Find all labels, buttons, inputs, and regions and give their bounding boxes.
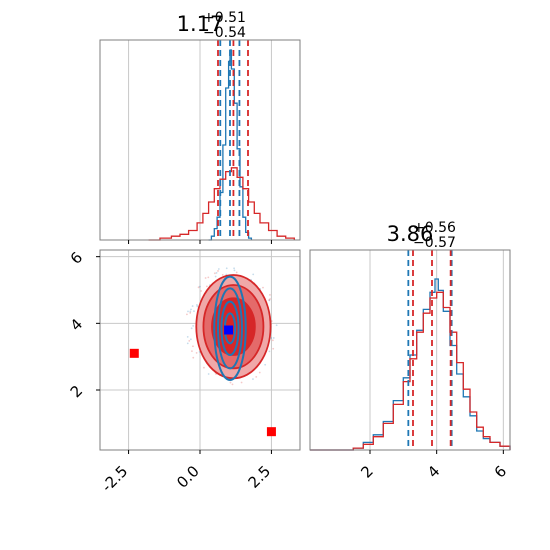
- histogram-series: [310, 278, 511, 451]
- sample-point: [186, 342, 189, 345]
- x-ticks: [128, 240, 272, 244]
- axes-frame: [309, 249, 511, 451]
- x-tick-label-2: 6: [491, 462, 510, 481]
- sample-point: [221, 273, 224, 276]
- sample-point: [272, 337, 275, 339]
- sample-point: [270, 337, 273, 339]
- sample-point: [215, 272, 218, 274]
- sample-point: [269, 298, 271, 300]
- sample-point: [192, 325, 195, 327]
- point-markers: [129, 325, 276, 437]
- sample-point: [264, 363, 267, 366]
- sample-point: [186, 335, 189, 338]
- y-tick-label-2: 6: [67, 248, 86, 267]
- sample-point: [255, 375, 258, 378]
- title-value: 1.17: [177, 12, 224, 36]
- x-tick-label-2: 2.5: [245, 462, 275, 492]
- sample-point: [269, 293, 271, 296]
- sample-point: [252, 378, 254, 380]
- contour-levels: [195, 274, 272, 382]
- contour-blue-level-0: [213, 275, 247, 382]
- sample-point: [233, 269, 236, 272]
- sample-point: [233, 267, 235, 270]
- y-tick-label-0: 2: [67, 382, 86, 401]
- y-ticks: 2 4 6: [67, 248, 100, 401]
- sample-point: [186, 313, 188, 316]
- sample-point: [196, 305, 199, 308]
- quantile-lines: [217, 40, 249, 240]
- x-tick-label-0: 2: [357, 462, 376, 481]
- sample-point: [272, 347, 275, 350]
- x-tick-label-1: 4: [424, 462, 443, 481]
- grid-lines: [369, 250, 504, 450]
- sample-point: [195, 351, 198, 354]
- quantile-lines: [407, 250, 453, 450]
- sample-point: [189, 312, 192, 314]
- title-upper-error: +0.51: [203, 10, 246, 26]
- sample-point: [187, 310, 189, 313]
- sample-point: [191, 350, 193, 353]
- sample-point: [198, 285, 201, 288]
- sample-point: [214, 275, 217, 278]
- sample-point: [231, 383, 234, 386]
- sample-point: [192, 345, 194, 348]
- sample-point: [207, 373, 210, 375]
- sample-point: [190, 327, 193, 330]
- sample-point: [252, 273, 255, 276]
- marker-square-1: [266, 427, 276, 437]
- y-tick-label-1: 4: [67, 315, 86, 334]
- sample-point: [203, 366, 205, 369]
- sample-point: [207, 276, 210, 279]
- contour-panel: -2.5 0.0 2.5 2 4 6: [67, 248, 301, 496]
- sample-point: [268, 299, 271, 301]
- histogram-step-series-1: [310, 291, 511, 451]
- sample-point: [258, 371, 261, 374]
- sample-point: [200, 290, 203, 292]
- sample-point: [213, 272, 216, 275]
- sample-point: [205, 285, 208, 288]
- sample-point: [189, 310, 192, 313]
- x-tick-label-0: -2.5: [98, 462, 131, 495]
- sample-point: [189, 338, 192, 341]
- sample-point: [235, 271, 238, 274]
- sample-point: [275, 324, 278, 327]
- sample-point: [262, 286, 264, 289]
- title-upper-error: +0.56: [413, 220, 456, 236]
- sample-point: [271, 339, 274, 342]
- sample-point: [196, 304, 198, 306]
- histogram-panel-param-2: 3.86 +0.56 −0.57 2 4 6: [309, 220, 511, 482]
- histogram-panel-param-1: 1.17 +0.51 −0.54: [99, 10, 301, 244]
- sample-point: [197, 286, 200, 289]
- marker-square-0: [129, 348, 139, 358]
- grid-lines: [128, 40, 272, 240]
- sample-point: [204, 277, 207, 279]
- sample-point: [268, 299, 271, 302]
- title-value: 3.86: [387, 222, 434, 246]
- sample-point: [190, 308, 192, 311]
- title-lower-error: −0.54: [203, 25, 246, 41]
- sample-point: [188, 339, 191, 342]
- sample-point: [217, 268, 220, 270]
- sample-point: [193, 310, 195, 313]
- sample-point: [192, 356, 195, 359]
- x-ticks: 2 4 6: [357, 450, 510, 482]
- title-lower-error: −0.57: [413, 235, 456, 251]
- panel-title-param-2: 3.86: [387, 222, 434, 246]
- marker-square-2: [224, 325, 234, 335]
- histogram-step-series-1: [148, 167, 295, 241]
- sample-point: [225, 267, 228, 270]
- sample-point: [217, 270, 219, 272]
- histogram-series: [148, 49, 295, 241]
- x-ticks: -2.5 0.0 2.5: [98, 450, 274, 496]
- x-tick-label-1: 0.0: [173, 462, 203, 492]
- contour-blue-level-2: [220, 300, 240, 357]
- sample-point: [191, 305, 194, 307]
- contour-blue-level-1: [217, 287, 243, 370]
- panel-title-param-1: 1.17: [177, 12, 224, 36]
- sample-point: [229, 381, 232, 384]
- sample-point: [268, 350, 271, 353]
- sample-point: [240, 381, 243, 384]
